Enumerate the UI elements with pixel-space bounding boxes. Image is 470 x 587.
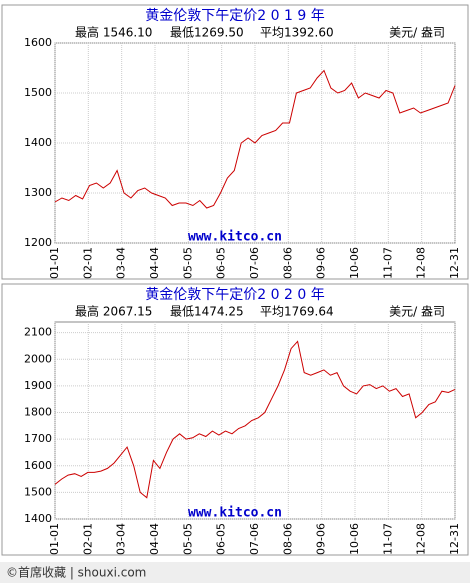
x-tick-label: 03-04 [115,523,128,555]
y-tick-label: 1400 [24,136,52,149]
y-tick-label: 2000 [24,352,52,365]
x-tick-label: 05-05 [181,523,194,555]
chart-title: 黄金伦敦下午定价2 0 2 0 年 [145,286,324,303]
y-tick-label: 1400 [24,512,52,525]
footer: ©首席收藏 | shouxi.com [6,565,146,580]
price-line [54,69,456,209]
y-tick-label: 1300 [24,186,52,199]
x-tick-label: 06-05 [215,247,228,279]
x-tick-label: 06-05 [215,523,228,555]
panel [1,4,469,280]
x-tick-label: 08-06 [281,523,294,555]
x-tick-label: 05-05 [181,247,194,279]
x-tick-label: 09-06 [315,523,328,555]
unit: 美元/ 盎司 [389,26,445,40]
x-tick-label: 11-07 [381,523,394,555]
x-tick-label: 12-08 [415,523,428,555]
y-tick-label: 1200 [24,236,52,249]
y-tick-label: 1800 [24,406,52,419]
x-tick-label: 07-06 [248,523,261,555]
y-tick-label: 1900 [24,379,52,392]
x-tick-label: 10-06 [348,247,361,279]
x-tick-label: 10-06 [348,523,361,555]
average: 平均1392.60 [260,26,334,40]
unit: 美元/ 盎司 [389,305,445,319]
average: 平均1769.64 [260,305,334,319]
panel [1,283,469,556]
x-tick-label: 07-06 [248,247,261,279]
x-tick-label: 12-08 [415,247,428,279]
watermark: www.kitco.cn [188,230,282,245]
x-tick-label: 08-06 [281,247,294,279]
x-tick-label: 12-31 [448,523,461,555]
y-tick-label: 1500 [24,485,52,498]
y-tick-label: 1600 [24,459,52,472]
footer-strip [0,562,470,583]
high: 最高 2067.15 [75,304,152,319]
x-tick-label: 11-07 [381,247,394,279]
x-tick-label: 09-06 [315,247,328,279]
watermark: www.kitco.cn [188,506,282,521]
x-tick-label: 04-04 [148,247,161,279]
y-tick-label: 1700 [24,432,52,445]
low: 最低1474.25 [170,305,244,319]
x-tick-label: 03-04 [115,247,128,279]
low: 最低1269.50 [170,26,244,40]
y-tick-label: 1500 [24,86,52,99]
x-tick-label: 02-01 [81,247,94,279]
y-tick-label: 2100 [24,326,52,339]
high: 最高 1546.10 [75,25,152,40]
x-tick-label: 02-01 [81,523,94,555]
price-line [54,340,456,499]
x-tick-label: 01-01 [48,247,61,279]
chart-title: 黄金伦敦下午定价2 0 1 9 年 [145,7,324,24]
y-tick-label: 1600 [24,36,52,49]
x-tick-label: 12-31 [448,247,461,279]
x-tick-label: 01-01 [48,523,61,555]
x-tick-label: 04-04 [148,523,161,555]
